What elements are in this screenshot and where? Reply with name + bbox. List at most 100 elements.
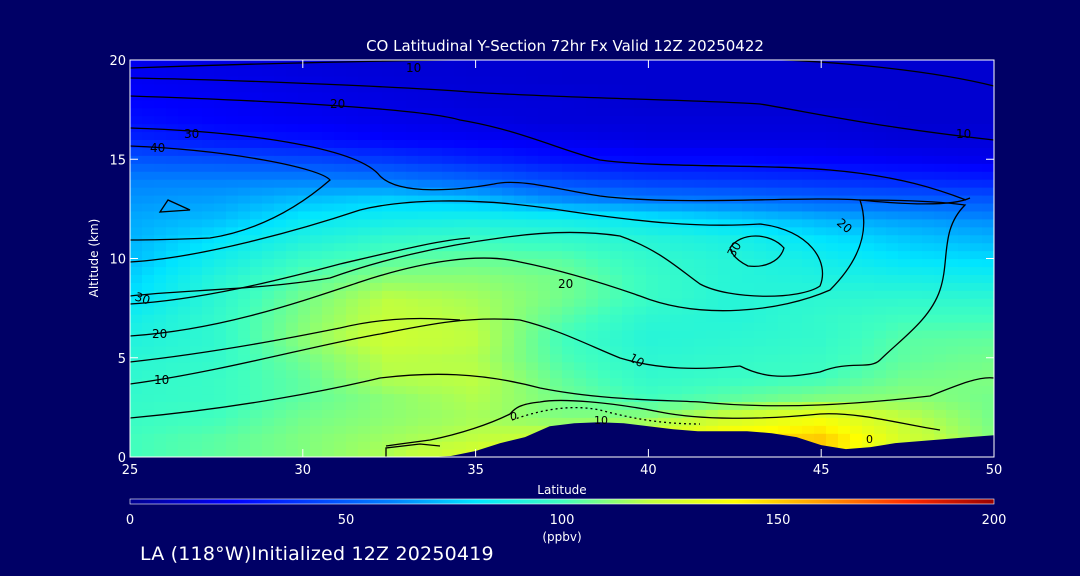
field-cell: [850, 306, 863, 315]
field-cell: [466, 226, 479, 236]
field-cell: [286, 369, 299, 379]
field-cell: [154, 345, 167, 355]
field-cell: [850, 67, 863, 77]
field-cell: [706, 322, 719, 331]
field-cell: [514, 131, 527, 140]
field-cell: [190, 171, 203, 180]
field-cell: [958, 393, 971, 403]
field-cell: [562, 234, 575, 244]
field-cell: [502, 194, 515, 204]
field-cell: [358, 353, 371, 363]
field-cell: [394, 99, 407, 109]
field-cell: [814, 234, 827, 244]
field-cell: [742, 131, 755, 140]
field-cell: [154, 401, 167, 410]
field-cell: [910, 75, 923, 85]
field-cell: [682, 274, 695, 283]
field-cell: [754, 91, 767, 101]
field-cell: [946, 91, 959, 101]
field-cell: [850, 298, 863, 307]
field-cell: [466, 345, 479, 355]
field-cell: [514, 218, 527, 228]
field-cell: [934, 83, 947, 93]
field-cell: [334, 218, 347, 228]
field-cell: [718, 266, 731, 275]
field-cell: [778, 155, 791, 164]
field-cell: [334, 298, 347, 307]
field-cell: [418, 234, 431, 244]
field-cell: [154, 155, 167, 164]
field-cell: [430, 179, 443, 188]
field-cell: [538, 139, 551, 148]
field-cell: [154, 226, 167, 236]
field-cell: [658, 377, 671, 387]
field-cell: [982, 187, 994, 196]
field-cell: [910, 171, 923, 180]
field-cell: [682, 171, 695, 180]
field-cell: [502, 274, 515, 283]
field-cell: [670, 417, 683, 426]
field-cell: [142, 266, 155, 275]
field-cell: [766, 171, 779, 180]
field-cell: [322, 258, 335, 268]
field-cell: [634, 337, 647, 347]
field-cell: [226, 250, 239, 260]
field-cell: [394, 393, 407, 403]
field-cell: [646, 385, 659, 395]
field-cell: [454, 91, 467, 101]
field-cell: [730, 67, 743, 77]
field-cell: [454, 210, 467, 220]
field-cell: [370, 369, 383, 379]
field-cell: [418, 75, 431, 85]
field-cell: [826, 123, 839, 133]
field-cell: [142, 115, 155, 125]
field-cell: [226, 218, 239, 228]
field-cell: [346, 353, 359, 363]
field-cell: [502, 234, 515, 244]
field-cell: [538, 409, 551, 418]
field-cell: [514, 60, 527, 69]
field-cell: [850, 409, 863, 418]
field-cell: [982, 393, 994, 403]
field-cell: [166, 187, 179, 196]
field-cell: [658, 393, 671, 403]
field-cell: [178, 147, 191, 156]
field-cell: [466, 353, 479, 363]
field-cell: [562, 361, 575, 371]
field-cell: [934, 385, 947, 395]
field-cell: [598, 115, 611, 125]
field-cell: [718, 345, 731, 355]
field-cell: [694, 218, 707, 228]
field-cell: [586, 314, 599, 323]
field-cell: [478, 179, 491, 188]
field-cell: [646, 210, 659, 220]
field-cell: [838, 409, 851, 418]
field-cell: [694, 353, 707, 363]
field-cell: [922, 250, 935, 260]
field-cell: [622, 60, 635, 69]
field-cell: [790, 147, 803, 156]
field-cell: [898, 226, 911, 236]
field-cell: [154, 306, 167, 315]
field-cell: [802, 179, 815, 188]
field-cell: [670, 401, 683, 410]
field-cell: [130, 425, 143, 434]
field-cell: [910, 123, 923, 133]
field-cell: [430, 274, 443, 283]
y-tick-label: 5: [118, 352, 126, 367]
field-cell: [502, 433, 515, 442]
field-cell: [418, 298, 431, 307]
field-cell: [466, 441, 479, 450]
field-cell: [274, 171, 287, 180]
field-cell: [478, 210, 491, 220]
field-cell: [718, 385, 731, 395]
contour-line-0-b: [385, 443, 441, 457]
field-cell: [898, 290, 911, 299]
field-cell: [886, 433, 899, 442]
field-cell: [514, 425, 527, 434]
field-cell: [886, 163, 899, 172]
field-cell: [838, 441, 851, 450]
field-cell: [802, 250, 815, 260]
contour-line-10-c: [130, 373, 994, 419]
field-cell: [898, 187, 911, 196]
